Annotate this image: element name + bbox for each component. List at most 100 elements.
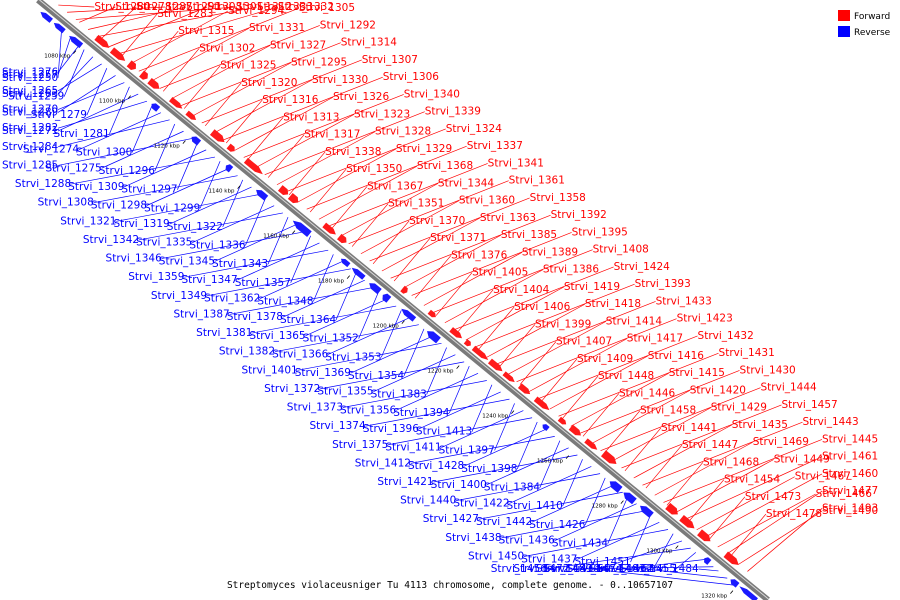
reverse-leader-line <box>124 149 207 188</box>
reverse-gene-label: Strvi_1298 <box>91 199 147 211</box>
reverse-gene-label: Strvi_1259 <box>8 91 64 103</box>
forward-gene-label: Strvi_1385 <box>501 229 557 241</box>
reverse-gene-label: Strvi_1345 <box>159 255 215 267</box>
axis-tick-label: 1200 kbp <box>373 324 399 330</box>
reverse-gene-label: Strvi_1299 <box>144 202 200 214</box>
reverse-gene-arrow <box>640 505 654 518</box>
reverse-leader-line <box>282 279 365 318</box>
forward-leader-line <box>498 324 536 368</box>
reverse-gene-label: Strvi_1375 <box>332 439 388 451</box>
forward-gene-label: Strvi_1327 <box>270 39 326 51</box>
forward-gene-label: Strvi_1409 <box>577 353 633 365</box>
reverse-leader-line <box>539 440 561 488</box>
forward-leader-line <box>117 6 278 55</box>
forward-leader-line <box>705 473 823 538</box>
reverse-gene-label: Strvi_1462 <box>597 563 653 575</box>
reverse-gene-label: Strvi_1355 <box>317 386 373 398</box>
forward-leader-line <box>108 6 208 48</box>
forward-gene-label: Strvi_1460 <box>822 468 878 480</box>
forward-gene-label: Strvi_1457 <box>782 399 838 411</box>
forward-leader-line <box>255 114 355 168</box>
forward-gene-label: Strvi_1313 <box>283 111 339 123</box>
forward-leader-line <box>465 286 565 341</box>
reverse-leader-line <box>456 473 601 501</box>
reverse-leader-line <box>206 268 351 297</box>
reverse-gene-label: Strvi_1398 <box>461 463 517 475</box>
forward-gene-arrow <box>126 60 136 70</box>
reverse-gene-label: Strvi_1263 <box>2 88 58 100</box>
forward-gene-arrow <box>471 345 489 361</box>
forward-leader-line <box>327 163 488 227</box>
forward-gene-label: Strvi_1316 <box>262 94 319 106</box>
reverse-gene-arrow <box>542 424 550 432</box>
forward-gene-label: Strvi_1420 <box>690 384 746 396</box>
reverse-gene-label: Strvi_1394 <box>393 407 450 419</box>
forward-gene-arrow <box>209 129 225 143</box>
reverse-leader-line <box>184 249 329 278</box>
reverse-gene-arrow <box>382 293 392 303</box>
reverse-leader-line <box>554 503 637 541</box>
reverse-gene-label: Strvi_1373 <box>287 402 343 414</box>
reverse-leader-line <box>591 568 737 586</box>
forward-gene-label: Strvi_1294 <box>228 5 285 17</box>
reverse-gene-label: Strvi_1349 <box>151 290 207 302</box>
reverse-gene-label: Strvi_1271 <box>2 125 58 137</box>
forward-leader-line <box>309 168 347 213</box>
forward-leader-line <box>432 249 593 314</box>
forward-leader-line <box>747 508 823 572</box>
reverse-gene-label: Strvi_1354 <box>348 370 405 382</box>
axis-tick-mark <box>730 590 734 594</box>
reverse-gene-label: Strvi_1456 <box>491 563 548 575</box>
forward-gene-arrow <box>277 185 289 195</box>
reverse-leader-line <box>57 119 170 148</box>
forward-gene-label: Strvi_1339 <box>425 106 481 118</box>
reverse-gene-label: Strvi_1374 <box>309 420 366 432</box>
forward-gene-label: Strvi_1328 <box>375 126 431 138</box>
reverse-gene-label: Strvi_1362 <box>204 293 260 305</box>
forward-leader-line <box>453 266 614 331</box>
reverse-gene-label: Strvi_1381 <box>196 327 252 339</box>
axis-tick-label: 1240 kbp <box>482 414 508 420</box>
reverse-leader-line <box>57 93 139 132</box>
reverse-gene-arrow <box>292 220 312 238</box>
reverse-gene-label: Strvi_1282 <box>2 122 58 134</box>
forward-gene-label: Strvi_1295 <box>291 57 347 69</box>
reverse-gene-arrow <box>40 11 53 23</box>
forward-gene-label: Strvi_1351 <box>388 198 444 210</box>
reverse-leader-line <box>313 254 334 302</box>
reverse-gene-arrow <box>151 103 161 112</box>
forward-leader-line <box>645 444 683 489</box>
forward-leader-line <box>549 355 648 410</box>
reverse-gene-label: Strvi_1489 <box>536 563 592 575</box>
reverse-leader-line <box>320 361 465 390</box>
forward-leader-line <box>171 45 271 99</box>
reverse-gene-label: Strvi_1296 <box>99 165 156 177</box>
forward-gene-label: Strvi_1314 <box>341 37 398 49</box>
reverse-gene-label: Strvi_1257 <box>2 69 58 81</box>
reverse-gene-label: Strvi_1410 <box>507 500 563 512</box>
forward-leader-line <box>246 117 284 161</box>
reverse-gene-label: Strvi_1383 <box>371 389 427 401</box>
forward-leader-line <box>624 427 662 472</box>
reverse-leader-line <box>177 142 198 190</box>
forward-gene-label: Strvi_1363 <box>480 212 536 224</box>
reverse-gene-label: Strvi_1352 <box>303 333 359 345</box>
reverse-leader-line <box>57 56 94 95</box>
reverse-gene-label: Strvi_1289 <box>2 106 58 118</box>
reverse-leader-line <box>569 566 714 570</box>
forward-gene-arrow <box>243 157 263 175</box>
forward-gene-label: Strvi_1340 <box>404 88 460 100</box>
axis-tick-label: 1120 kbp <box>154 144 180 150</box>
reverse-gene-label: Strvi_1279 <box>31 109 87 121</box>
reverse-leader-line <box>426 347 447 395</box>
reverse-gene-label: Strvi_1321 <box>60 215 116 227</box>
forward-gene-arrow <box>337 233 347 244</box>
reverse-leader-line <box>222 179 244 228</box>
forward-gene-arrow <box>463 339 471 347</box>
reverse-gene-label: Strvi_1382 <box>219 346 275 358</box>
reverse-gene-arrow <box>351 267 366 280</box>
reverse-leader-line <box>358 291 379 339</box>
reverse-leader-line <box>463 428 547 467</box>
reverse-leader-line <box>531 484 615 523</box>
forward-gene-label: Strvi_1307 <box>362 54 418 66</box>
